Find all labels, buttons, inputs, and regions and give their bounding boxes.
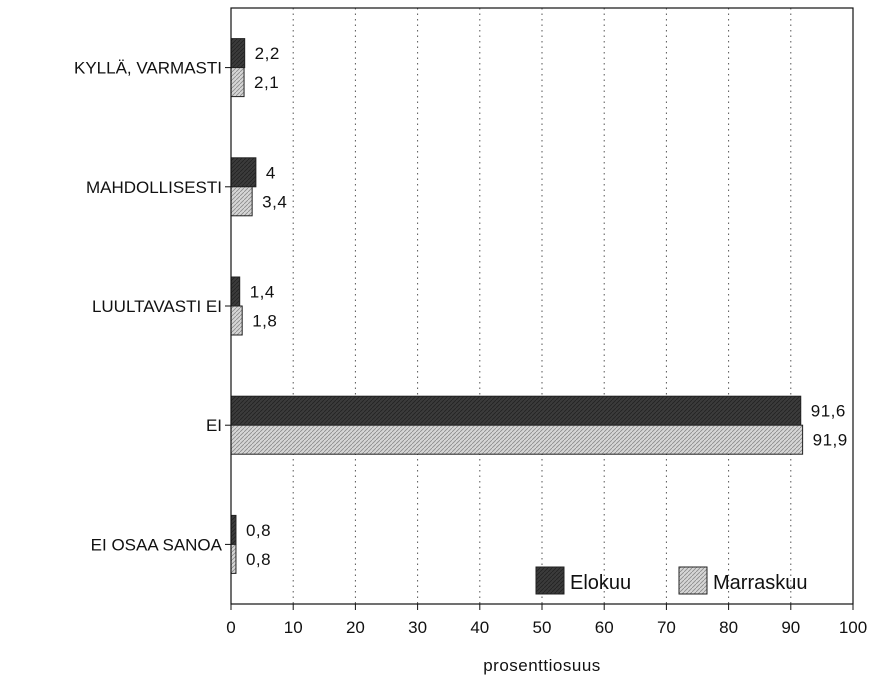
data-label: 4	[266, 163, 276, 182]
bar-elokuu	[230, 38, 246, 69]
data-label: 2,2	[255, 44, 280, 63]
category-label: LUULTAVASTI EI	[92, 297, 222, 316]
data-label: 1,8	[252, 312, 277, 331]
data-label: 0,8	[246, 550, 271, 569]
category-label: KYLLÄ, VARMASTI	[74, 59, 222, 78]
x-tick-label: 70	[657, 618, 676, 637]
bar-elokuu	[230, 157, 257, 188]
data-label: 3,4	[262, 192, 287, 211]
bar-elokuu	[230, 395, 802, 426]
bars	[230, 38, 804, 574]
legend: Elokuu Marraskuu	[535, 566, 807, 595]
legend-swatch-elokuu	[535, 566, 565, 595]
bar-marraskuu	[230, 305, 243, 336]
bar-marraskuu	[230, 424, 804, 455]
category-label: EI	[206, 416, 222, 435]
legend-swatch-marraskuu	[678, 566, 708, 595]
data-label: 0,8	[246, 521, 271, 540]
data-label: 91,9	[813, 431, 848, 450]
x-tick-label: 100	[839, 618, 867, 637]
x-tick-label: 90	[781, 618, 800, 637]
x-tick-label: 20	[346, 618, 365, 637]
data-label: 2,1	[254, 73, 279, 92]
x-axis-title: prosenttiosuus	[483, 656, 601, 675]
legend-label-marraskuu: Marraskuu	[713, 572, 807, 594]
category-label: EI OSAA SANOA	[91, 535, 223, 554]
x-tick-label: 30	[408, 618, 427, 637]
bar-marraskuu	[230, 543, 237, 574]
category-label: MAHDOLLISESTI	[86, 178, 222, 197]
x-tick-label: 40	[470, 618, 489, 637]
x-tick-label: 60	[595, 618, 614, 637]
x-tick-label: 10	[284, 618, 303, 637]
x-tick-label: 0	[226, 618, 235, 637]
value-labels: 2,2 2,1 4 3,4 1,4 1,8 91,6 91,9 0,8 0,8	[246, 44, 848, 569]
bar-elokuu	[230, 276, 241, 307]
category-labels: KYLLÄ, VARMASTI MAHDOLLISESTI LUULTAVASTI …	[74, 59, 223, 555]
bar-elokuu	[230, 514, 237, 545]
legend-label-elokuu: Elokuu	[570, 572, 631, 594]
bar-marraskuu	[230, 67, 245, 98]
bar-marraskuu	[230, 186, 253, 217]
x-tick-label: 80	[719, 618, 738, 637]
data-label: 91,6	[811, 402, 846, 421]
data-label: 1,4	[250, 283, 275, 302]
x-axis: 0 10 20 30 40 50 60 70 80 90 100	[225, 7, 867, 637]
gridlines	[292, 8, 792, 604]
x-tick-label: 50	[533, 618, 552, 637]
